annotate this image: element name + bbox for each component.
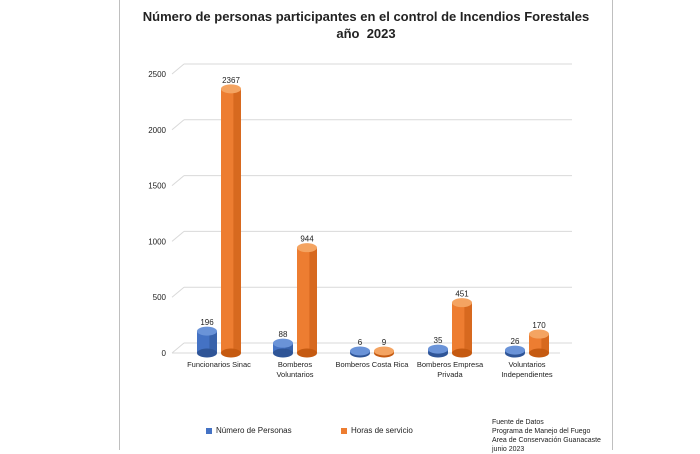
chart-frame-left — [119, 0, 120, 450]
bar-shade — [285, 343, 293, 353]
legend-item-personas: Número de Personas — [206, 426, 292, 435]
chart-title: Número de personas participantes en el c… — [120, 8, 612, 42]
legend-item-horas: Horas de servicio — [341, 426, 413, 435]
y-tick-label: 2500 — [148, 70, 166, 79]
bar-shade — [541, 334, 549, 353]
y-tick-label: 1000 — [148, 237, 166, 246]
bar-top — [505, 345, 525, 355]
category-label: Bomberos Empresa — [417, 360, 484, 369]
category-label: Independientes — [501, 370, 553, 379]
bar-shade — [233, 88, 241, 353]
gridline — [171, 119, 185, 131]
source-line: Fuente de Datos — [492, 419, 544, 426]
y-tick-label: 0 — [162, 349, 167, 358]
data-label: 451 — [455, 290, 469, 299]
legend-swatch-personas — [206, 427, 212, 434]
data-label: 196 — [200, 318, 214, 327]
source-line: Area de Conservación Guanacaste — [492, 437, 601, 444]
category-label: Voluntarios — [508, 360, 545, 369]
bar-shade — [309, 247, 317, 353]
data-label: 170 — [532, 321, 546, 330]
gridline — [171, 342, 185, 354]
gridline — [171, 175, 185, 186]
category-label: Privada — [437, 370, 463, 379]
bar-top — [197, 326, 217, 336]
bar-top — [273, 338, 293, 348]
category-label: Bomberos Costa Rica — [336, 360, 410, 369]
gridline — [171, 286, 185, 298]
data-label: 6 — [358, 338, 363, 347]
legend-swatch-horas — [341, 427, 347, 434]
y-tick-label: 500 — [153, 293, 167, 302]
bar-top — [529, 329, 549, 339]
bar-top — [350, 346, 370, 356]
data-label: 88 — [279, 330, 288, 339]
bar-top — [221, 84, 241, 94]
bar-top — [297, 243, 317, 253]
category-label: Funcionarios Sinac — [187, 360, 251, 369]
data-label: 944 — [300, 235, 314, 244]
legend-label-horas: Horas de servicio — [351, 426, 413, 435]
legend-label-personas: Número de Personas — [216, 426, 292, 435]
data-label: 35 — [434, 336, 443, 345]
gridline — [171, 63, 185, 75]
chart-frame-right — [612, 0, 613, 450]
bar-top — [452, 298, 472, 308]
y-tick-label: 2000 — [148, 126, 166, 135]
bar — [273, 343, 293, 353]
bar-shade — [464, 302, 472, 353]
bar-top — [428, 344, 448, 354]
y-tick-label: 1500 — [148, 182, 166, 191]
source-note: Fuente de Datos Programa de Manejo del F… — [492, 418, 601, 454]
category-label: Bomberos — [278, 360, 312, 369]
data-label: 9 — [382, 338, 387, 347]
gridline — [171, 231, 185, 242]
bar-top — [374, 346, 394, 356]
chart-title-line1: Número de personas participantes en el c… — [142, 9, 590, 24]
data-label: 2367 — [222, 76, 240, 85]
source-line: Programa de Manejo del Fuego — [492, 428, 591, 435]
chart-subtitle: año 2023 — [336, 26, 396, 41]
category-label: Voluntarios — [276, 370, 313, 379]
data-label: 26 — [511, 337, 520, 346]
bar-shade — [209, 331, 217, 353]
